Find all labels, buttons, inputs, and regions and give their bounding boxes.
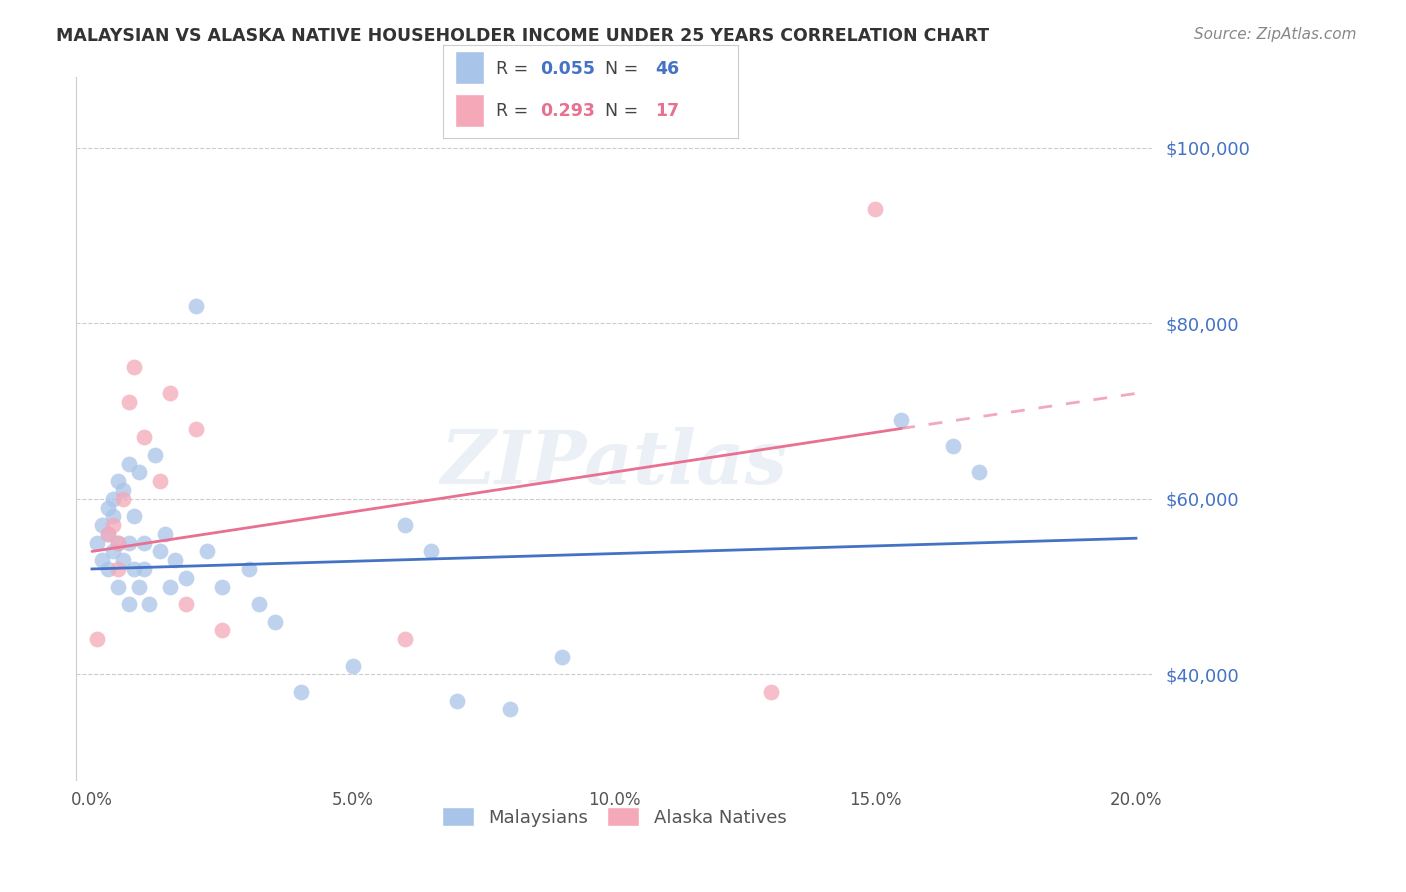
Point [211, 580, 233, 594]
Point [117, 535, 139, 549]
Text: ZIPatlas: ZIPatlas [440, 427, 787, 500]
Point [263, 615, 285, 629]
Point [112, 491, 135, 506]
Text: N =: N = [606, 102, 644, 120]
Text: R =: R = [496, 102, 534, 120]
Point [420, 544, 443, 558]
Point [112, 553, 135, 567]
Point [394, 518, 416, 533]
Text: N =: N = [606, 61, 644, 78]
Point [97, 526, 120, 541]
Point [112, 483, 135, 497]
Point [101, 544, 124, 558]
Text: 0.293: 0.293 [540, 102, 595, 120]
Point [238, 562, 260, 576]
Text: 17: 17 [655, 102, 679, 120]
Bar [454, 95, 484, 127]
Point [446, 693, 468, 707]
Point [138, 597, 160, 611]
Point [159, 580, 181, 594]
Point [159, 386, 181, 401]
Point [394, 632, 416, 647]
Point [134, 562, 156, 576]
Point [122, 360, 145, 375]
Point [97, 562, 120, 576]
Point [107, 535, 129, 549]
Point [128, 580, 150, 594]
Point [498, 702, 520, 716]
Point [107, 474, 129, 488]
Point [551, 649, 574, 664]
Legend: Malaysians, Alaska Natives: Malaysians, Alaska Natives [434, 800, 793, 834]
Point [863, 202, 886, 216]
Point [101, 491, 124, 506]
Point [153, 526, 176, 541]
Point [186, 421, 208, 435]
Point [107, 535, 129, 549]
Point [174, 571, 197, 585]
Point [117, 597, 139, 611]
Point [97, 526, 120, 541]
Point [97, 500, 120, 515]
Point [942, 439, 965, 453]
Text: MALAYSIAN VS ALASKA NATIVE HOUSEHOLDER INCOME UNDER 25 YEARS CORRELATION CHART: MALAYSIAN VS ALASKA NATIVE HOUSEHOLDER I… [56, 27, 990, 45]
Point [195, 544, 218, 558]
Point [149, 474, 172, 488]
Point [969, 466, 991, 480]
Text: 46: 46 [655, 61, 679, 78]
Point [117, 457, 139, 471]
Point [247, 597, 270, 611]
Point [107, 562, 129, 576]
Point [134, 430, 156, 444]
Point [122, 509, 145, 524]
Text: 0.055: 0.055 [540, 61, 595, 78]
Point [122, 562, 145, 576]
Point [86, 632, 108, 647]
Point [117, 395, 139, 409]
Point [134, 535, 156, 549]
Point [165, 553, 187, 567]
Point [107, 580, 129, 594]
Point [342, 658, 364, 673]
Point [101, 509, 124, 524]
Point [149, 544, 172, 558]
Point [143, 448, 166, 462]
Point [91, 553, 114, 567]
Point [890, 413, 912, 427]
Point [91, 518, 114, 533]
Point [211, 624, 233, 638]
Point [101, 518, 124, 533]
Point [759, 685, 782, 699]
Point [290, 685, 312, 699]
Point [86, 535, 108, 549]
Point [174, 597, 197, 611]
Point [128, 466, 150, 480]
Text: R =: R = [496, 61, 534, 78]
Point [186, 299, 208, 313]
Bar [454, 51, 484, 84]
Text: Source: ZipAtlas.com: Source: ZipAtlas.com [1194, 27, 1357, 42]
